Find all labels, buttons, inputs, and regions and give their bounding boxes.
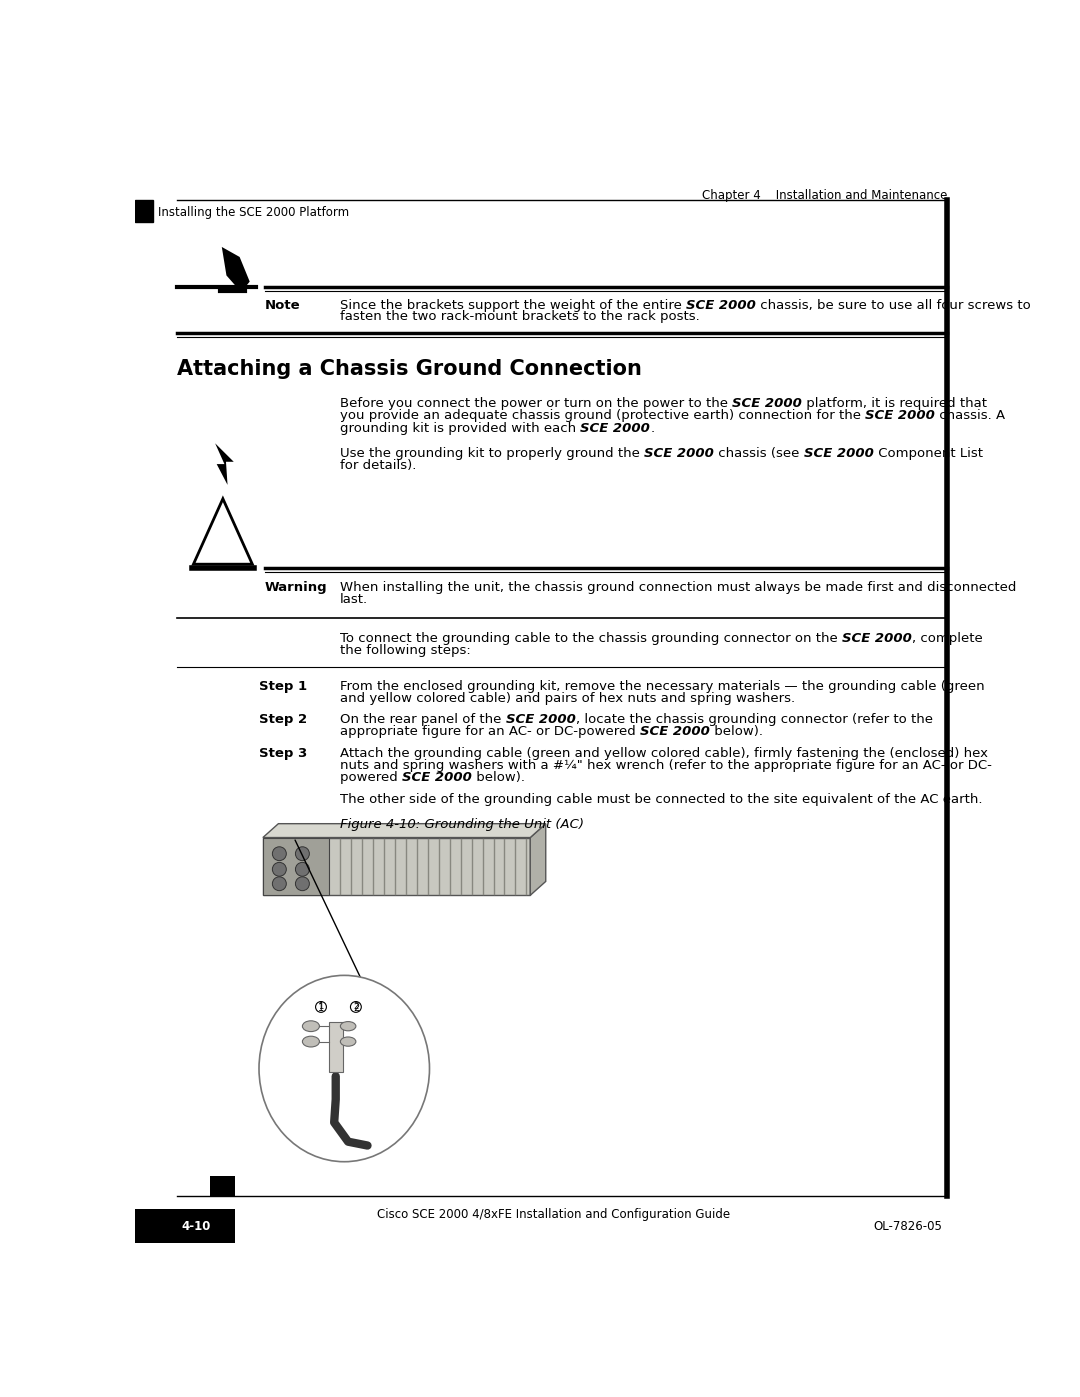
Text: last.: last. bbox=[340, 594, 368, 606]
Bar bbox=[211, 1176, 235, 1196]
Text: Figure 4-10: Grounding the Unit (AC): Figure 4-10: Grounding the Unit (AC) bbox=[340, 819, 584, 831]
Text: , locate the chassis grounding connector (refer to the: , locate the chassis grounding connector… bbox=[576, 712, 932, 726]
Text: Step 2: Step 2 bbox=[259, 712, 307, 726]
Text: below).: below). bbox=[710, 725, 762, 738]
Text: SCE 2000: SCE 2000 bbox=[804, 447, 874, 460]
Text: 4-10: 4-10 bbox=[181, 1220, 211, 1234]
Text: SCE 2000: SCE 2000 bbox=[640, 725, 710, 738]
Circle shape bbox=[272, 862, 286, 876]
Text: , complete: , complete bbox=[912, 631, 983, 645]
Text: chassis. A: chassis. A bbox=[935, 409, 1005, 422]
Circle shape bbox=[296, 862, 309, 876]
Text: OL-7826-05: OL-7826-05 bbox=[874, 1220, 943, 1234]
Text: 1: 1 bbox=[318, 1003, 324, 1013]
Polygon shape bbox=[193, 499, 253, 564]
Text: Step 3: Step 3 bbox=[259, 746, 307, 760]
Ellipse shape bbox=[340, 1021, 356, 1031]
Text: SCE 2000: SCE 2000 bbox=[732, 397, 802, 411]
Text: and yellow colored cable) and pairs of hex nuts and spring washers.: and yellow colored cable) and pairs of h… bbox=[340, 692, 795, 705]
Text: SCE 2000: SCE 2000 bbox=[580, 422, 650, 434]
Bar bbox=[135, 200, 153, 222]
Circle shape bbox=[272, 877, 286, 891]
Text: 2: 2 bbox=[353, 1003, 359, 1011]
Bar bbox=[262, 838, 328, 895]
Text: Component List: Component List bbox=[874, 447, 983, 460]
Text: nuts and spring washers with a #¼" hex wrench (refer to the appropriate figure f: nuts and spring washers with a #¼" hex w… bbox=[340, 759, 991, 773]
Text: SCE 2000: SCE 2000 bbox=[842, 631, 912, 645]
Text: SCE 2000: SCE 2000 bbox=[686, 299, 756, 312]
Text: the following steps:: the following steps: bbox=[340, 644, 471, 657]
Text: Cisco SCE 2000 4/8xFE Installation and Configuration Guide: Cisco SCE 2000 4/8xFE Installation and C… bbox=[377, 1208, 730, 1221]
Ellipse shape bbox=[302, 1021, 320, 1031]
Text: Attach the grounding cable (green and yellow colored cable), firmly fastening th: Attach the grounding cable (green and ye… bbox=[340, 746, 988, 760]
Text: Before you connect the power or turn on the power to the: Before you connect the power or turn on … bbox=[340, 397, 732, 411]
Text: fasten the two rack-mount brackets to the rack posts.: fasten the two rack-mount brackets to th… bbox=[340, 310, 700, 323]
Text: SCE 2000: SCE 2000 bbox=[644, 447, 714, 460]
Text: Chapter 4    Installation and Maintenance: Chapter 4 Installation and Maintenance bbox=[702, 189, 947, 203]
Text: below).: below). bbox=[472, 771, 525, 784]
Text: 2: 2 bbox=[353, 1003, 359, 1013]
Text: .: . bbox=[650, 422, 654, 434]
Text: Attaching a Chassis Ground Connection: Attaching a Chassis Ground Connection bbox=[177, 359, 642, 379]
Ellipse shape bbox=[302, 1037, 320, 1046]
Text: SCE 2000: SCE 2000 bbox=[505, 712, 576, 726]
Bar bbox=[328, 1023, 342, 1073]
Ellipse shape bbox=[340, 1037, 356, 1046]
Text: On the rear panel of the: On the rear panel of the bbox=[340, 712, 505, 726]
Text: Step 1: Step 1 bbox=[259, 680, 307, 693]
Polygon shape bbox=[262, 824, 545, 838]
Text: 1: 1 bbox=[319, 1003, 324, 1011]
Bar bbox=[262, 838, 530, 895]
Polygon shape bbox=[221, 247, 249, 289]
Text: for details).: for details). bbox=[340, 460, 417, 472]
Text: To connect the grounding cable to the chassis grounding connector on the: To connect the grounding cable to the ch… bbox=[340, 631, 842, 645]
Text: SCE 2000: SCE 2000 bbox=[402, 771, 472, 784]
Polygon shape bbox=[215, 443, 233, 485]
Text: chassis (see: chassis (see bbox=[714, 447, 804, 460]
Circle shape bbox=[350, 1002, 362, 1013]
Circle shape bbox=[296, 847, 309, 861]
Text: powered: powered bbox=[340, 771, 402, 784]
Circle shape bbox=[272, 847, 286, 861]
Text: SCE 2000: SCE 2000 bbox=[865, 409, 935, 422]
Text: When installing the unit, the chassis ground connection must always be made firs: When installing the unit, the chassis gr… bbox=[340, 581, 1016, 594]
Text: Installing the SCE 2000 Platform: Installing the SCE 2000 Platform bbox=[159, 207, 350, 219]
Text: grounding kit is provided with each: grounding kit is provided with each bbox=[340, 422, 580, 434]
Circle shape bbox=[296, 877, 309, 891]
Polygon shape bbox=[530, 824, 545, 895]
Text: Note: Note bbox=[265, 299, 300, 312]
Text: appropriate figure for an AC- or DC-powered: appropriate figure for an AC- or DC-powe… bbox=[340, 725, 640, 738]
Circle shape bbox=[315, 1002, 326, 1013]
Ellipse shape bbox=[259, 975, 430, 1162]
Text: Since the brackets support the weight of the entire: Since the brackets support the weight of… bbox=[340, 299, 686, 312]
Text: The other side of the grounding cable must be connected to the site equivalent o: The other side of the grounding cable mu… bbox=[340, 793, 983, 806]
Text: you provide an adequate chassis ground (protective earth) connection for the: you provide an adequate chassis ground (… bbox=[340, 409, 865, 422]
Text: chassis, be sure to use all four screws to: chassis, be sure to use all four screws … bbox=[756, 299, 1030, 312]
Text: Warning: Warning bbox=[265, 581, 327, 594]
Text: platform, it is required that: platform, it is required that bbox=[802, 397, 987, 411]
Text: From the enclosed grounding kit, remove the necessary materials — the grounding : From the enclosed grounding kit, remove … bbox=[340, 680, 985, 693]
Bar bbox=[135, 1208, 235, 1243]
Text: Use the grounding kit to properly ground the: Use the grounding kit to properly ground… bbox=[340, 447, 644, 460]
